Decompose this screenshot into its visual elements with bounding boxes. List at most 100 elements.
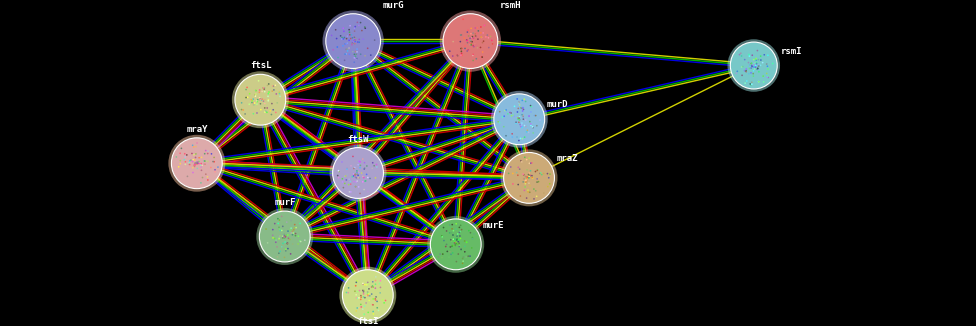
Point <box>529 176 545 182</box>
Point <box>182 162 197 167</box>
Point <box>261 82 276 87</box>
Point <box>732 52 748 57</box>
Point <box>746 62 761 67</box>
Point <box>364 284 380 289</box>
Point <box>335 179 350 185</box>
Point <box>521 174 537 179</box>
Point <box>249 111 264 116</box>
Point <box>253 107 268 112</box>
Point <box>341 285 356 290</box>
Point <box>460 48 475 53</box>
Point <box>529 194 545 199</box>
Point <box>466 58 481 63</box>
Point <box>341 290 356 295</box>
Point <box>506 181 521 186</box>
Point <box>246 102 262 107</box>
Point <box>457 36 472 41</box>
Point <box>475 38 491 44</box>
Point <box>738 68 753 73</box>
Point <box>251 78 266 83</box>
Point <box>365 285 381 290</box>
Point <box>461 254 476 259</box>
Point <box>521 113 537 119</box>
Circle shape <box>443 14 498 68</box>
Point <box>368 298 384 303</box>
Point <box>503 110 518 115</box>
Point <box>200 151 216 156</box>
Point <box>468 33 483 38</box>
Point <box>503 164 518 170</box>
Point <box>347 184 363 189</box>
Point <box>345 35 360 40</box>
Point <box>207 169 223 174</box>
Point <box>259 227 274 232</box>
Point <box>282 227 298 232</box>
Point <box>523 104 539 109</box>
Point <box>238 87 254 92</box>
Point <box>278 233 294 238</box>
Point <box>541 175 556 180</box>
Point <box>348 172 364 177</box>
Point <box>473 35 489 40</box>
Point <box>448 227 464 232</box>
Point <box>187 155 203 160</box>
Point <box>253 101 268 106</box>
Point <box>351 295 367 301</box>
Point <box>348 175 364 180</box>
Point <box>241 102 257 107</box>
Point <box>516 172 532 177</box>
Point <box>351 40 367 45</box>
Point <box>189 160 205 166</box>
Point <box>734 73 750 78</box>
Point <box>276 235 292 240</box>
Point <box>186 144 202 150</box>
Point <box>500 106 515 111</box>
Point <box>521 175 537 180</box>
Point <box>364 166 380 171</box>
Point <box>463 42 478 47</box>
Point <box>334 37 349 42</box>
Point <box>510 182 526 187</box>
Point <box>515 112 531 118</box>
Point <box>194 163 210 168</box>
Point <box>463 37 478 43</box>
Point <box>524 173 540 178</box>
Point <box>275 234 291 239</box>
Point <box>512 136 528 141</box>
Point <box>470 37 486 42</box>
Point <box>357 166 373 171</box>
Point <box>747 61 762 66</box>
Point <box>277 239 293 244</box>
Point <box>734 65 750 70</box>
Point <box>461 228 476 233</box>
Point <box>480 35 496 40</box>
Point <box>438 244 454 249</box>
Point <box>193 164 209 170</box>
Point <box>743 81 758 86</box>
Point <box>186 152 202 157</box>
Point <box>184 151 200 156</box>
Point <box>463 38 478 44</box>
Point <box>741 71 756 76</box>
Point <box>498 108 513 113</box>
Point <box>464 42 479 48</box>
Point <box>346 38 361 43</box>
Point <box>468 31 483 37</box>
Point <box>464 35 479 40</box>
Point <box>461 47 476 52</box>
Point <box>353 304 369 310</box>
Point <box>362 176 378 181</box>
Text: murD: murD <box>547 100 568 110</box>
Point <box>350 162 366 167</box>
Point <box>365 279 381 284</box>
Point <box>348 36 364 41</box>
Point <box>333 33 348 38</box>
Circle shape <box>330 144 386 201</box>
Point <box>452 233 468 239</box>
Point <box>257 87 272 92</box>
Point <box>453 53 468 58</box>
Point <box>355 281 371 287</box>
Point <box>744 63 759 68</box>
Point <box>521 174 537 179</box>
Point <box>522 190 538 195</box>
